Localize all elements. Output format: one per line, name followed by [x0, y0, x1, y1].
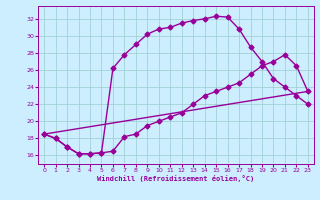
- X-axis label: Windchill (Refroidissement éolien,°C): Windchill (Refroidissement éolien,°C): [97, 175, 255, 182]
